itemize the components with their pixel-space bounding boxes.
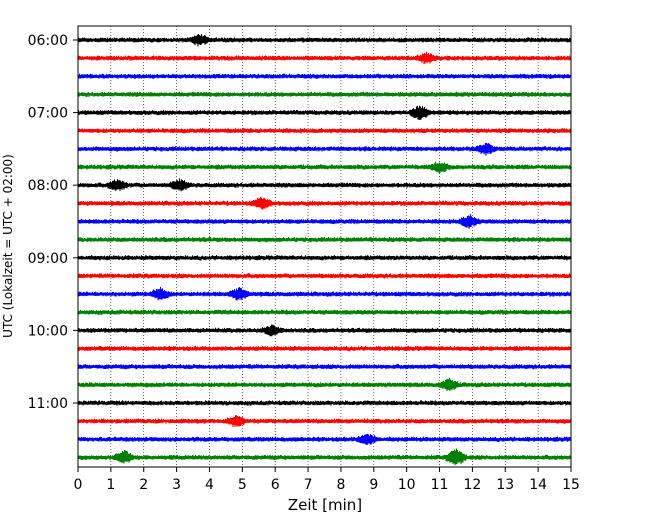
trace-1115 — [77, 415, 572, 428]
trace-1100 — [77, 400, 572, 406]
y-axis-ticks: 06:00 07:00 08:00 09:00 10:00 11:00 — [28, 33, 78, 412]
x-tick-label-4: 4 — [205, 477, 214, 493]
y-tick-label-0600: 06:00 — [28, 33, 68, 49]
trace-0815 — [77, 197, 572, 210]
trace-0845 — [77, 236, 572, 243]
y-axis-label: UTC (Lokalzeit = UTC + 02:00) — [1, 154, 15, 338]
x-axis-ticks: 0 1 2 3 4 5 6 7 8 9 10 11 12 13 14 15 — [74, 467, 580, 493]
plot-frame — [77, 25, 572, 468]
trace-0900 — [77, 255, 572, 261]
x-tick-label-13: 13 — [496, 477, 514, 493]
x-tick-label-15: 15 — [562, 477, 580, 493]
trace-0645 — [77, 91, 572, 98]
trace-1130 — [77, 433, 572, 446]
trace-0915 — [77, 273, 572, 279]
trace-0745 — [77, 161, 572, 174]
y-tick-label-1100: 11:00 — [28, 396, 68, 412]
x-tick-label-7: 7 — [304, 477, 313, 493]
trace-0715 — [77, 127, 572, 134]
trace-0730 — [77, 142, 572, 156]
trace-0600 — [77, 33, 572, 47]
x-tick-label-1: 1 — [106, 477, 115, 493]
trace-1000 — [77, 324, 572, 337]
trace-0830 — [77, 214, 572, 229]
trace-1015 — [77, 345, 572, 352]
x-tick-label-11: 11 — [431, 477, 449, 493]
x-tick-label-6: 6 — [271, 477, 280, 493]
x-tick-label-0: 0 — [74, 477, 83, 493]
trace-0630 — [77, 73, 572, 80]
y-tick-label-1000: 10:00 — [28, 323, 68, 339]
seismogram-traces — [77, 33, 572, 466]
x-tick-label-2: 2 — [139, 477, 148, 493]
trace-0615 — [77, 51, 572, 65]
trace-0700 — [77, 105, 572, 120]
y-tick-label-0700: 07:00 — [28, 106, 68, 122]
y-tick-label-0800: 08:00 — [28, 178, 68, 194]
x-tick-label-14: 14 — [529, 477, 547, 493]
trace-1030 — [77, 363, 572, 370]
x-tick-label-8: 8 — [336, 477, 345, 493]
trace-0930 — [77, 286, 572, 301]
trace-1045 — [77, 377, 572, 392]
trace-0945 — [77, 309, 572, 315]
x-axis-label: Zeit [min] — [288, 496, 362, 514]
x-tick-label-9: 9 — [369, 477, 378, 493]
x-tick-label-3: 3 — [172, 477, 181, 493]
y-tick-label-0900: 09:00 — [28, 251, 68, 267]
x-tick-label-12: 12 — [463, 477, 481, 493]
trace-1145 — [77, 448, 572, 466]
x-tick-label-5: 5 — [238, 477, 247, 493]
x-tick-label-10: 10 — [398, 477, 416, 493]
trace-0800 — [77, 178, 572, 192]
